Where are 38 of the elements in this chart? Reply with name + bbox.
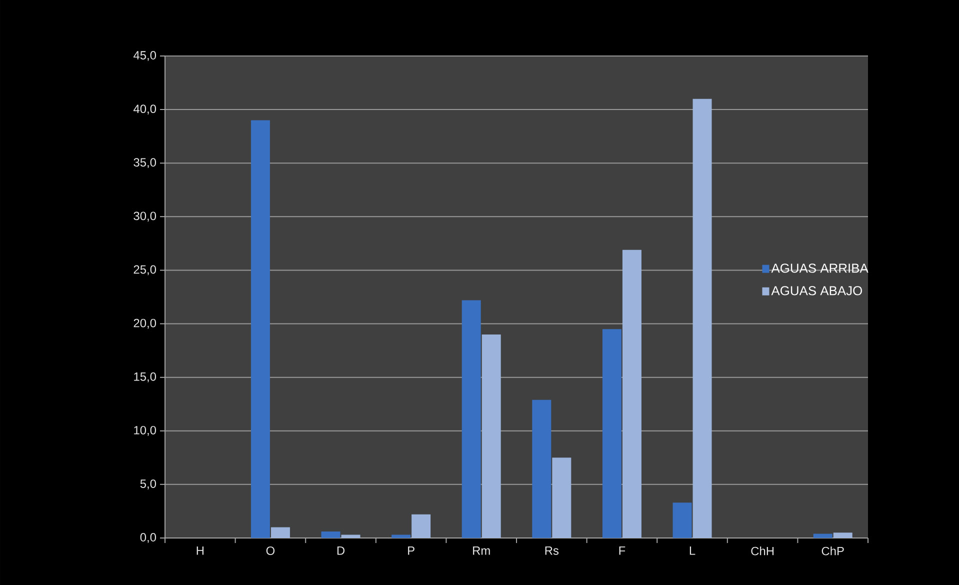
bar [552, 458, 572, 538]
y-tick-label: 30,0 [134, 212, 156, 222]
x-tick-label: Rs [545, 546, 559, 555]
bar [532, 400, 552, 538]
bar [482, 334, 501, 538]
y-tick-label: 45,0 [134, 51, 156, 61]
bar [833, 532, 852, 538]
y-tick-label: 40,0 [134, 104, 156, 114]
bar [813, 534, 832, 538]
bar [622, 250, 642, 538]
bar [462, 300, 481, 538]
y-tick-label: 25,0 [134, 265, 156, 276]
x-tick-label: H [196, 546, 204, 555]
y-tick-label: 0,0 [140, 533, 156, 543]
x-tick-label: Rm [473, 546, 490, 555]
bar [602, 329, 622, 538]
x-tick-label: D [337, 546, 345, 555]
y-tick-label: 5,0 [140, 479, 156, 490]
bar [672, 502, 692, 538]
x-tick-label: ChP [822, 546, 844, 556]
bar [341, 534, 360, 538]
x-tick-label: F [619, 546, 626, 555]
bar [321, 532, 340, 538]
y-tick-label: 10,0 [134, 426, 156, 436]
bar [692, 98, 712, 538]
bar [412, 514, 431, 538]
x-tick-label: O [266, 546, 275, 555]
x-tick-label: L [690, 546, 696, 555]
y-tick-label: 20,0 [134, 318, 156, 329]
bar [270, 527, 290, 538]
legend-label: AGUAS ABAJO [771, 286, 862, 296]
legend-label: AGUAS ARRIBA [771, 264, 868, 273]
x-tick-label: P [408, 546, 414, 555]
x-tick-label: ChH [751, 546, 774, 556]
y-tick-label: 15,0 [134, 372, 156, 382]
y-tick-label: 35,0 [134, 158, 156, 168]
bar [392, 534, 411, 538]
bar [250, 120, 270, 538]
